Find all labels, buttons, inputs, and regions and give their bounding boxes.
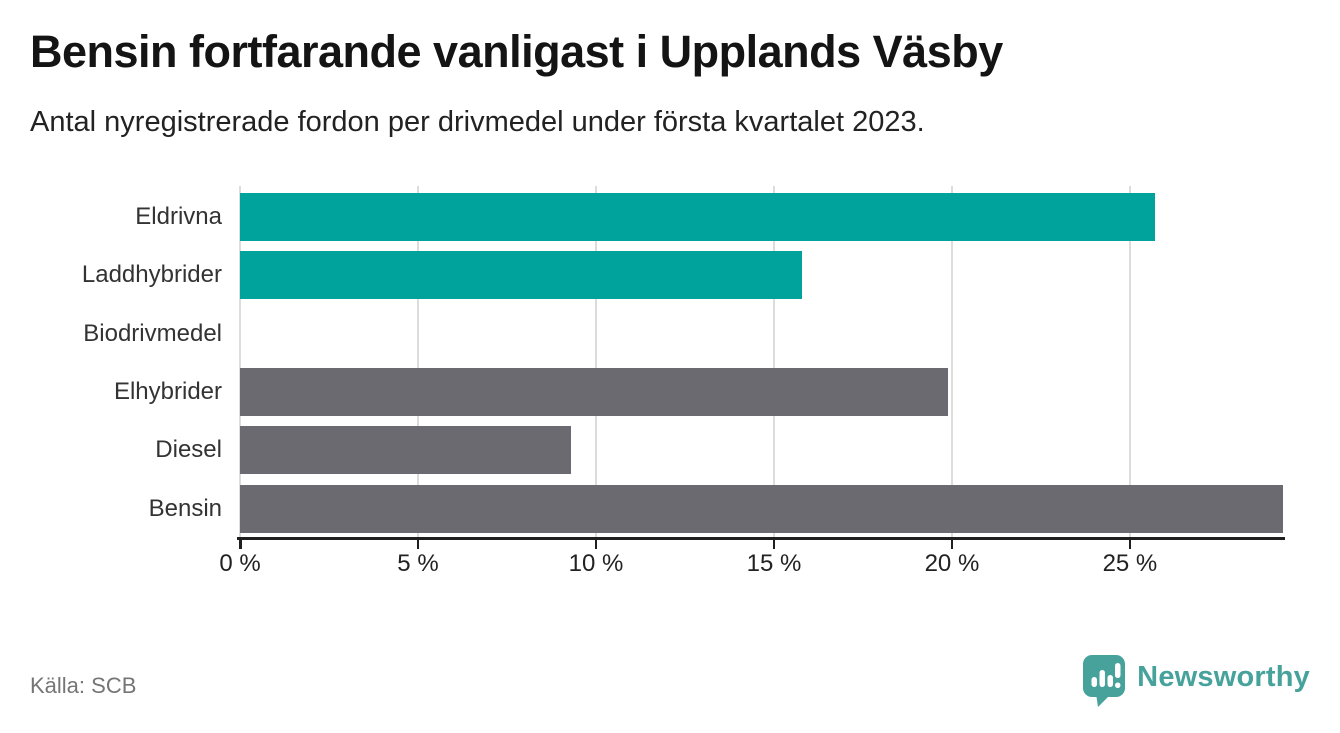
bar-bensin <box>240 484 1283 533</box>
newsworthy-pin-icon <box>1083 655 1126 707</box>
gridline-25 <box>1128 186 1131 537</box>
x-axis-tick-5 <box>416 540 420 549</box>
gridline-15 <box>772 186 775 537</box>
plot-area: 0 % 5 % 10 % 15 % 20 % 25 % <box>219 186 1285 577</box>
x-axis-tick-label: 5 % <box>397 550 439 577</box>
x-axis-line <box>237 537 1285 540</box>
category-label-bensin: Bensin <box>148 494 222 522</box>
chart-subtitle: Antal nyregistrerade fordon per drivmede… <box>30 106 925 138</box>
category-label-eldrivna: Eldrivna <box>135 203 222 230</box>
x-axis-tick-0 <box>239 540 242 549</box>
bar-row <box>240 188 1283 246</box>
bar-row <box>240 246 1283 304</box>
bar-diesel <box>240 426 572 475</box>
x-axis-tick-label: 0 % <box>219 550 261 577</box>
logo-exclamation-line <box>1115 663 1121 678</box>
x-axis-tick-label: 15 % <box>746 550 802 577</box>
x-axis-tick-15 <box>772 540 776 549</box>
x-axis-tick-label: 25 % <box>1102 550 1158 577</box>
newsworthy-logo[interactable]: Newsworthy <box>1082 654 1310 708</box>
bar-eldrivna <box>240 193 1155 242</box>
logo-bar-tall <box>1099 670 1106 687</box>
chart-title: Bensin fortfarande vanligast i Upplands … <box>30 26 1003 77</box>
gridline-10 <box>594 186 597 537</box>
x-axis-tick-label: 10 % <box>568 550 624 577</box>
category-label-biodrivmedel: Biodrivmedel <box>83 319 222 347</box>
bar-row <box>240 421 1283 479</box>
bar-row <box>240 305 1283 363</box>
category-labels: Eldrivna Laddhybrider Biodrivmedel Elhybrid… <box>0 188 240 538</box>
category-label-elhybrider: Elhybrider <box>113 377 222 405</box>
bar-row <box>240 480 1283 538</box>
x-axis-tick-25 <box>1128 540 1132 549</box>
bar-row <box>240 363 1283 421</box>
category-label-diesel: Diesel <box>155 436 222 464</box>
gridline-0 <box>239 186 241 537</box>
bar-rows <box>240 188 1283 538</box>
logo-bar-medium <box>1107 675 1114 687</box>
x-axis-tick-label: 20 % <box>924 550 980 577</box>
bar-elhybrider <box>240 368 949 417</box>
gridline-5 <box>416 186 419 537</box>
bar-laddhybrider <box>240 251 803 300</box>
x-axis-tick-20 <box>950 540 954 549</box>
logo-bar-small <box>1091 677 1098 687</box>
x-axis-tick-10 <box>594 540 598 549</box>
category-label-laddhybrider: Laddhybrider <box>81 261 222 289</box>
newsworthy-wordmark: Newsworthy <box>1137 660 1310 693</box>
source-label: Källa: SCB <box>30 673 137 698</box>
logo-exclamation-dot <box>1115 682 1121 688</box>
gridline-20 <box>950 186 953 537</box>
